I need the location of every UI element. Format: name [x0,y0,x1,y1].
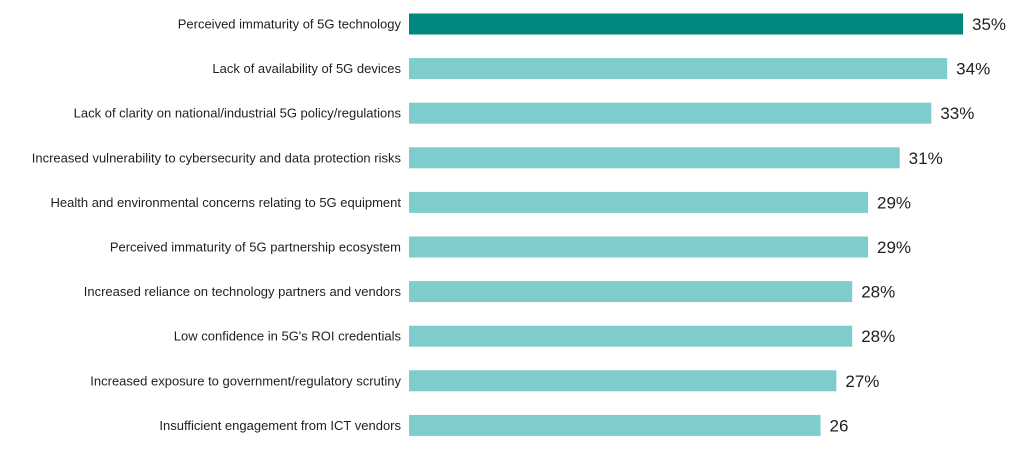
bar [409,13,963,35]
bar [409,147,900,169]
value-label: 35% [972,15,1006,34]
bar [409,102,932,124]
bars [409,13,963,436]
value-label: 29% [877,238,911,257]
value-label: 31% [909,149,943,168]
category-label: Insufficient engagement from ICT vendors [159,418,401,433]
bar [409,281,853,303]
category-label: Perceived immaturity of 5G technology [178,17,402,32]
value-label: 28% [861,327,895,346]
value-label: 34% [956,60,990,79]
category-label: Lack of availability of 5G devices [212,61,401,76]
value-label: 27% [845,372,879,391]
bar [409,325,853,347]
category-label: Health and environmental concerns relati… [51,195,402,210]
category-label: Increased exposure to government/regulat… [90,373,401,388]
category-labels: Perceived immaturity of 5G technology Lac… [32,17,402,433]
value-label: 26 [830,416,849,435]
category-label: Increased reliance on technology partner… [84,284,402,299]
bar [409,58,948,80]
value-label: 33% [940,104,974,123]
bar [409,236,869,258]
category-label: Lack of clarity on national/industrial 5… [74,106,402,121]
category-label: Increased vulnerability to cybersecurity… [32,150,402,165]
bar [409,191,869,213]
value-label: 28% [861,283,895,302]
value-label: 29% [877,193,911,212]
bar [409,414,821,436]
bar [409,370,837,392]
category-label: Perceived immaturity of 5G partnership e… [110,240,401,255]
category-label: Low confidence in 5G's ROI credentials [174,329,402,344]
value-labels: 35% 34% 33% 31% 29% 29% 28% 28% 27% 26 [830,15,1006,435]
